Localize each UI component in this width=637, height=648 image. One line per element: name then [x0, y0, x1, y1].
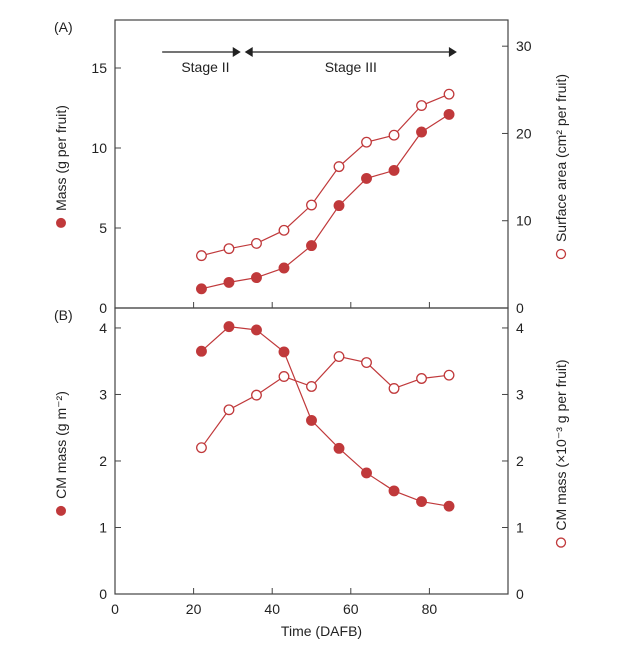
panel-a: (A) 0 5 10 15 0 10 20 30 Mass (g per fruit) Surfac…	[53, 19, 569, 316]
data-point-b-open	[388, 383, 400, 394]
data-point-a-open	[416, 100, 427, 111]
data-point-a-open	[278, 224, 290, 236]
series-line-b-filled	[201, 325, 450, 507]
data-point-a-filled	[443, 108, 455, 120]
data-point-b-open	[223, 404, 235, 416]
data-point-a-filled	[306, 240, 317, 252]
data-point-b-filled	[361, 467, 372, 479]
data-point-a-open	[251, 237, 262, 249]
stage-iii-arrow-head-left	[244, 47, 253, 57]
left-axis-legend-marker-b	[56, 505, 66, 516]
left-tick-label-b: 3	[99, 386, 107, 402]
right-tick-label-b: 4	[516, 320, 524, 336]
stage-ii-label: Stage II	[181, 59, 229, 75]
data-point-b-filled	[388, 485, 400, 497]
right-tick-label-b: 1	[516, 519, 524, 535]
left-axis-label-a: Mass (g per fruit)	[53, 105, 69, 211]
plot-frame-a	[114, 19, 509, 309]
stage-iii-arrow-head-right	[448, 47, 457, 57]
right-axis-label-a: Surface area (cm² per fruit)	[553, 74, 569, 242]
data-point-a-filled	[196, 283, 207, 295]
panel-b: (B) 0 1 2 3 4 0 1 2 3 4 CM mass (g m⁻²) CM mass (×10…	[53, 307, 569, 602]
left-tick-label-a: 0	[99, 300, 107, 316]
left-axis-legend-marker-a	[56, 217, 66, 228]
data-point-b-open	[251, 389, 262, 401]
data-point-b-open	[196, 442, 207, 454]
data-point-a-open	[196, 250, 207, 262]
stage-iii-label: Stage III	[325, 59, 377, 75]
panel-label-a: (A)	[54, 19, 73, 35]
right-tick-label-b: 0	[516, 586, 524, 602]
right-axis-legend-marker-a	[555, 248, 567, 260]
x-tick-label: 0	[111, 601, 119, 617]
right-tick-label-b: 3	[516, 386, 524, 402]
x-tick-label: 60	[343, 601, 359, 617]
data-point-b-open	[443, 369, 455, 381]
right-axis-label-b: CM mass (×10⁻³ g per fruit)	[553, 359, 569, 530]
x-axis-label: Time (DAFB)	[281, 623, 362, 639]
data-point-a-open	[388, 129, 400, 141]
data-point-b-open	[333, 351, 345, 363]
left-tick-label-b: 4	[99, 320, 107, 336]
x-tick-label: 20	[186, 601, 202, 617]
data-point-b-open	[306, 381, 317, 392]
data-point-b-filled	[196, 345, 207, 357]
data-point-a-open	[333, 161, 345, 173]
data-point-b-open	[361, 357, 372, 368]
data-point-a-filled	[223, 276, 235, 288]
data-point-a-filled	[361, 172, 372, 184]
right-tick-label-a: 0	[516, 300, 524, 316]
left-tick-label-a: 10	[91, 140, 107, 156]
left-tick-label-b: 1	[99, 519, 107, 535]
left-tick-label-b: 0	[99, 586, 107, 602]
stage-ii-arrow-head	[232, 47, 241, 57]
data-point-a-open	[306, 199, 317, 211]
data-point-b-filled	[443, 500, 455, 512]
data-point-b-filled	[278, 346, 290, 358]
right-tick-label-a: 10	[516, 213, 532, 229]
data-point-a-open	[223, 243, 235, 255]
data-point-b-open	[278, 371, 290, 382]
left-tick-label-a: 15	[91, 60, 107, 76]
data-point-b-filled	[251, 324, 262, 336]
left-tick-label-a: 5	[99, 220, 107, 236]
data-point-a-open	[361, 136, 372, 148]
series-line-a-open	[201, 93, 450, 257]
data-point-b-filled	[223, 321, 235, 333]
data-point-a-filled	[388, 164, 400, 176]
data-point-a-filled	[333, 200, 345, 212]
x-tick-label: 80	[422, 601, 438, 617]
data-point-b-open	[416, 373, 427, 384]
x-axis: 0 20 40 60 80 Time (DAFB)	[111, 601, 437, 639]
left-axis-label-b: CM mass (g m⁻²)	[53, 391, 69, 499]
data-point-b-filled	[333, 442, 345, 454]
left-tick-label-b: 2	[99, 453, 107, 469]
series-line-a-filled	[201, 113, 450, 290]
data-point-b-filled	[306, 414, 317, 426]
plot-frame-b	[114, 307, 509, 595]
panel-label-b: (B)	[54, 307, 73, 323]
data-point-b-filled	[416, 496, 427, 507]
right-tick-label-a: 20	[516, 125, 532, 141]
data-point-a-filled	[278, 262, 290, 274]
right-axis-legend-marker-b	[555, 537, 567, 548]
series-line-b-open	[200, 355, 450, 449]
x-tick-label: 40	[264, 601, 280, 617]
data-point-a-open	[443, 88, 455, 100]
data-point-a-filled	[416, 126, 427, 138]
data-point-a-filled	[251, 272, 262, 284]
right-tick-label-b: 2	[516, 453, 524, 469]
right-tick-label-a: 30	[516, 38, 532, 54]
